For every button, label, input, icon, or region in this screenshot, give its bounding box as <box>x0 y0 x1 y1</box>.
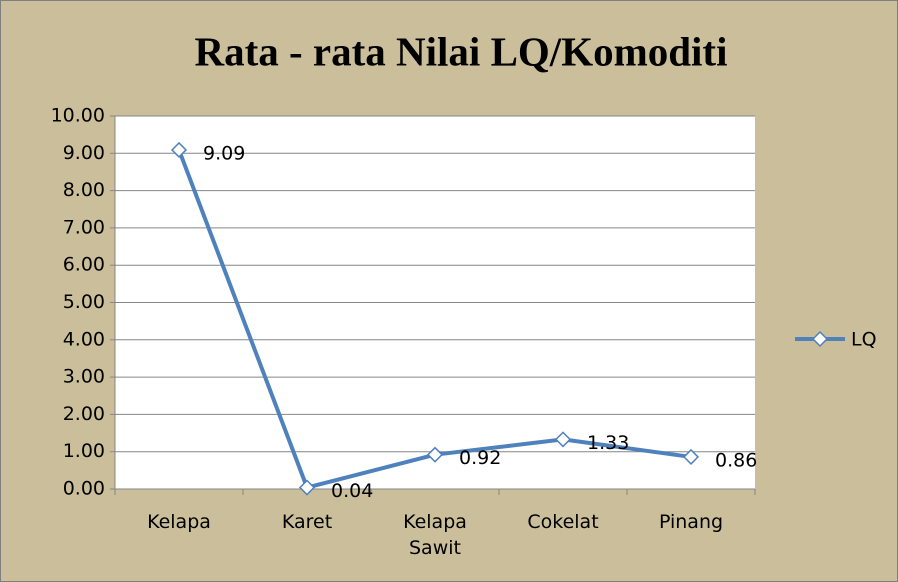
data-point <box>298 479 316 496</box>
data-label: 0.86 <box>715 449 757 471</box>
data-point <box>682 448 700 465</box>
y-tick-label: 2.00 <box>63 403 105 425</box>
data-label: 0.04 <box>331 480 373 502</box>
y-tick-label: 3.00 <box>63 366 105 388</box>
y-tick-label: 10.00 <box>51 105 105 127</box>
y-tick-label: 4.00 <box>63 328 105 350</box>
data-point <box>426 446 444 463</box>
legend-marker <box>811 330 829 348</box>
legend-label: LQ <box>851 329 877 351</box>
y-tick-label: 8.00 <box>63 179 105 201</box>
x-tick-label: Kelapa <box>147 511 211 533</box>
data-label: 1.33 <box>587 432 629 454</box>
data-label: 9.09 <box>203 142 245 164</box>
y-tick-label: 6.00 <box>63 254 105 276</box>
y-tick-label: 7.00 <box>63 216 105 238</box>
x-tick-label: Karet <box>281 511 333 533</box>
y-tick-label: 5.00 <box>63 291 105 313</box>
chart-title: Rata - rata Nilai LQ/Komoditi <box>195 28 728 74</box>
data-point <box>170 141 188 159</box>
x-tick-label: Kelapa Sawit <box>403 511 467 559</box>
y-tick-label: 0.00 <box>63 478 105 500</box>
data-label: 0.92 <box>459 447 501 469</box>
y-tick-label: 1.00 <box>63 440 105 462</box>
x-tick-label: Pinang <box>658 511 724 533</box>
data-point <box>554 431 572 448</box>
y-tick-label: 9.00 <box>63 142 105 164</box>
x-tick-label: Cokelat <box>527 511 599 533</box>
